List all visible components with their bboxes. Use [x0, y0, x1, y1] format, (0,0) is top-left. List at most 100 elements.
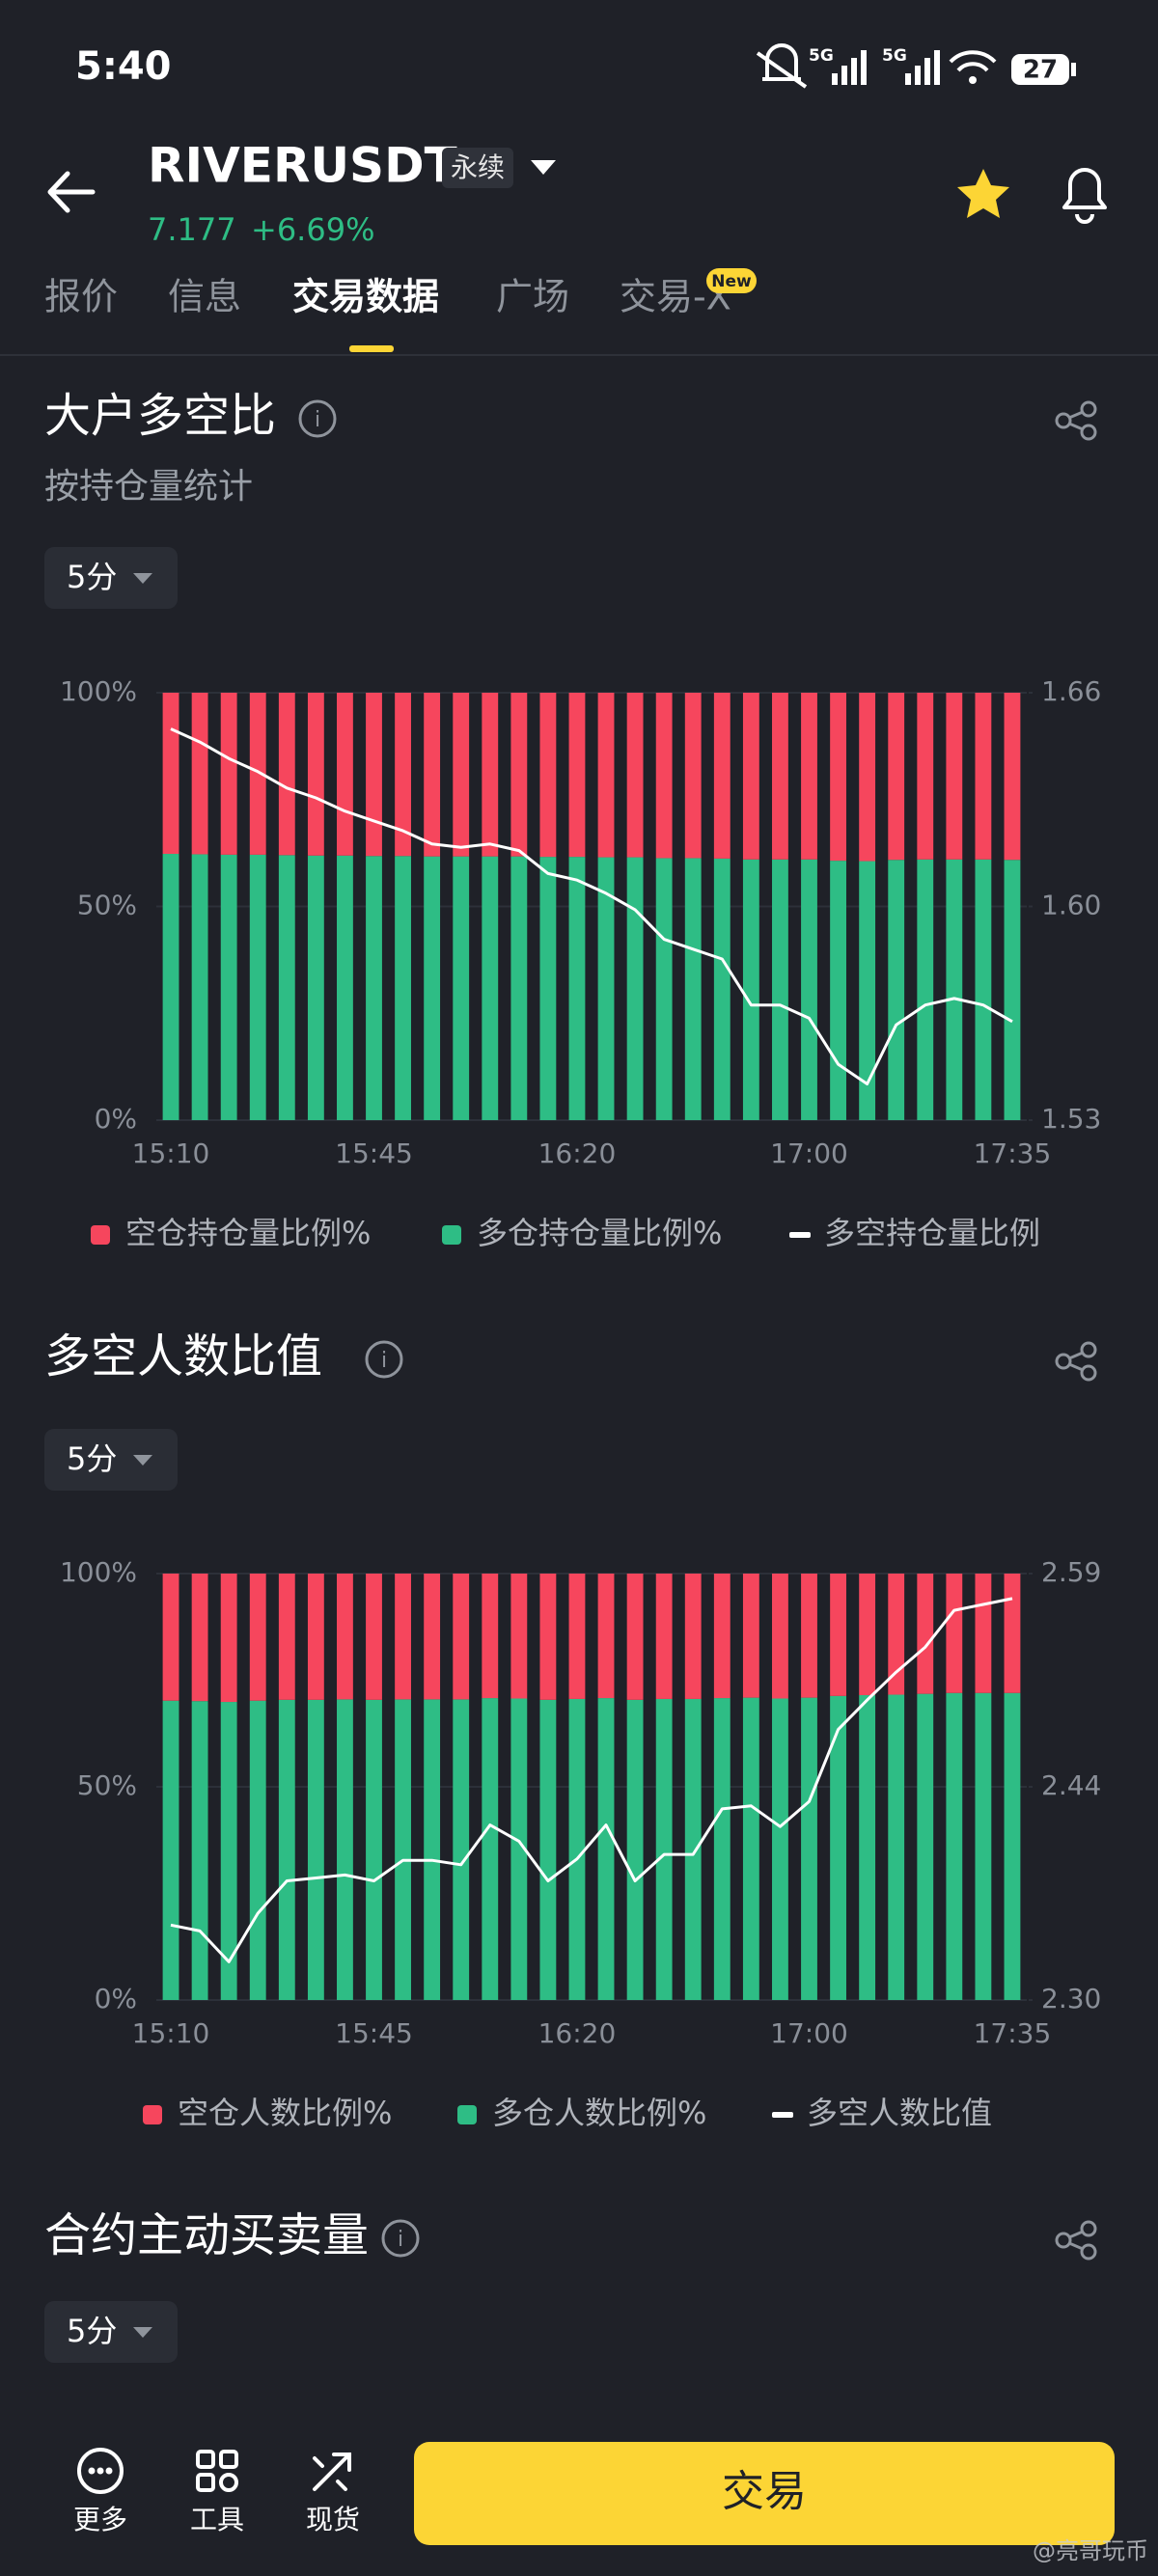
bar-segment: [946, 1692, 963, 2000]
wifi-icon: [949, 50, 997, 72]
bar-segment: [510, 693, 528, 857]
bar-segment: [568, 1574, 586, 1699]
tab[interactable]: 广场: [496, 276, 569, 318]
bar-segment: [597, 1698, 615, 2000]
share-icon[interactable]: [1055, 2220, 1097, 2261]
nav-label[interactable]: 工具: [190, 2504, 244, 2535]
interval-label: 5分: [67, 1440, 117, 1477]
bar-segment: [220, 1702, 237, 2000]
bar-segment: [162, 693, 179, 855]
price-change: +6.69%: [251, 211, 374, 248]
bar-segment: [482, 1574, 499, 1699]
bell-icon[interactable]: [1062, 168, 1107, 224]
bar-segment: [453, 693, 470, 857]
signal-2: [905, 50, 940, 85]
legend-marker: [789, 1232, 811, 1238]
bar-segment: [539, 857, 557, 1120]
bar-segment: [917, 1693, 934, 2000]
info-icon[interactable]: i: [381, 2219, 420, 2258]
bar-segment: [482, 856, 499, 1120]
bar-segment: [626, 857, 644, 1120]
x-tick-label: 17:00: [770, 1137, 848, 1169]
bar-segment: [191, 1701, 208, 2000]
bar-segment: [801, 1697, 817, 2000]
bar-segment: [946, 1574, 963, 1693]
info-icon[interactable]: i: [298, 399, 337, 438]
bar-segment: [801, 693, 817, 860]
y-tick-label: 100%: [60, 1556, 137, 1588]
bar-segment: [337, 855, 353, 1120]
legend-label: 空仓持仓量比例%: [125, 1215, 371, 1251]
nav-label[interactable]: 现货: [306, 2504, 360, 2535]
bar-segment: [772, 1698, 788, 2000]
battery-level: 27: [1023, 56, 1058, 85]
bar-segment: [453, 1699, 470, 2000]
bar-segment: [395, 1699, 411, 2000]
bar-segment: [713, 1574, 731, 1699]
interval-dropdown[interactable]: [44, 547, 178, 609]
interval-dropdown[interactable]: [44, 2301, 178, 2363]
bar-segment: [597, 693, 615, 858]
bar-segment: [626, 693, 644, 858]
bar-segment: [307, 1699, 324, 2000]
symbol-dropdown[interactable]: [531, 160, 556, 175]
x-tick-label: 15:10: [132, 1137, 210, 1169]
bar-segment: [655, 693, 673, 859]
dropdown-caret: [133, 1455, 152, 1466]
legend-marker: [442, 1225, 461, 1245]
tools-icon[interactable]: [196, 2450, 238, 2492]
bar-segment: [888, 1574, 905, 1695]
x-tick-label: 17:35: [974, 2017, 1052, 2049]
price: 7.177: [148, 211, 236, 248]
bar-segment: [975, 1692, 992, 2000]
legend-label: 多仓人数比例%: [492, 2095, 706, 2131]
bar-segment: [162, 1700, 179, 2000]
interval-dropdown[interactable]: [44, 1429, 178, 1491]
bar-segment: [742, 693, 759, 860]
nav-label[interactable]: 更多: [73, 2504, 127, 2535]
bar-segment: [249, 693, 266, 855]
y2-tick-label: 2.30: [1041, 1983, 1101, 2014]
y2-tick-label: 1.53: [1041, 1103, 1101, 1135]
interval-label: 5分: [67, 559, 117, 595]
bar-segment: [655, 1698, 673, 2000]
section-title: 大户多空比: [44, 389, 276, 443]
more-icon[interactable]: [77, 2448, 124, 2494]
bar-segment: [684, 858, 702, 1120]
section-title: 多空人数比值: [44, 1329, 322, 1384]
svg-text:i: i: [398, 2228, 403, 2252]
trade-button-label: 交易: [722, 2467, 807, 2516]
info-icon[interactable]: i: [365, 1340, 403, 1379]
bar-segment: [830, 861, 846, 1120]
share-icon[interactable]: [1055, 400, 1097, 441]
bar-segment: [568, 1698, 586, 2000]
tab[interactable]: 信息: [168, 276, 241, 318]
y2-tick-label: 2.44: [1041, 1769, 1101, 1801]
bar-segment: [742, 1697, 759, 2000]
new-badge-bg: [706, 268, 757, 293]
battery: [1011, 54, 1069, 85]
x-tick-label: 15:45: [335, 1137, 413, 1169]
bar-segment: [424, 1699, 441, 2000]
bar-segment: [482, 693, 499, 857]
bar-segment: [975, 859, 992, 1120]
bar-segment: [713, 858, 731, 1120]
bar-segment: [395, 1574, 411, 1700]
spot-icon[interactable]: [313, 2453, 351, 2491]
bar-segment: [510, 856, 528, 1120]
tab-active[interactable]: 交易数据: [292, 276, 439, 318]
bar-segment: [482, 1698, 499, 2000]
share-icon[interactable]: [1055, 1341, 1097, 1382]
bar-segment: [859, 693, 876, 862]
y2-tick-label: 1.66: [1041, 675, 1101, 707]
bar-segment: [337, 693, 353, 856]
bar-segment: [888, 693, 905, 861]
back-button[interactable]: [47, 171, 96, 213]
tab[interactable]: 报价: [44, 276, 118, 318]
trade-button[interactable]: [414, 2442, 1115, 2545]
bar-segment: [626, 1699, 644, 2000]
favorite-star[interactable]: [957, 169, 1009, 218]
bar-segment: [220, 854, 237, 1120]
bar-segment: [191, 1574, 208, 1702]
